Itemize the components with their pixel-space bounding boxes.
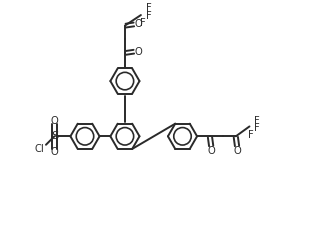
Text: F: F (146, 11, 152, 21)
Text: F: F (248, 130, 254, 140)
Text: F: F (140, 18, 146, 28)
Text: O: O (234, 146, 242, 156)
Text: O: O (208, 146, 216, 156)
Text: Cl: Cl (35, 144, 45, 154)
Text: F: F (146, 4, 151, 13)
Text: O: O (51, 116, 58, 126)
Text: O: O (135, 20, 142, 29)
Text: F: F (254, 116, 259, 125)
Text: F: F (254, 123, 260, 133)
Text: O: O (135, 47, 142, 57)
Text: S: S (51, 131, 58, 141)
Text: O: O (51, 147, 58, 157)
